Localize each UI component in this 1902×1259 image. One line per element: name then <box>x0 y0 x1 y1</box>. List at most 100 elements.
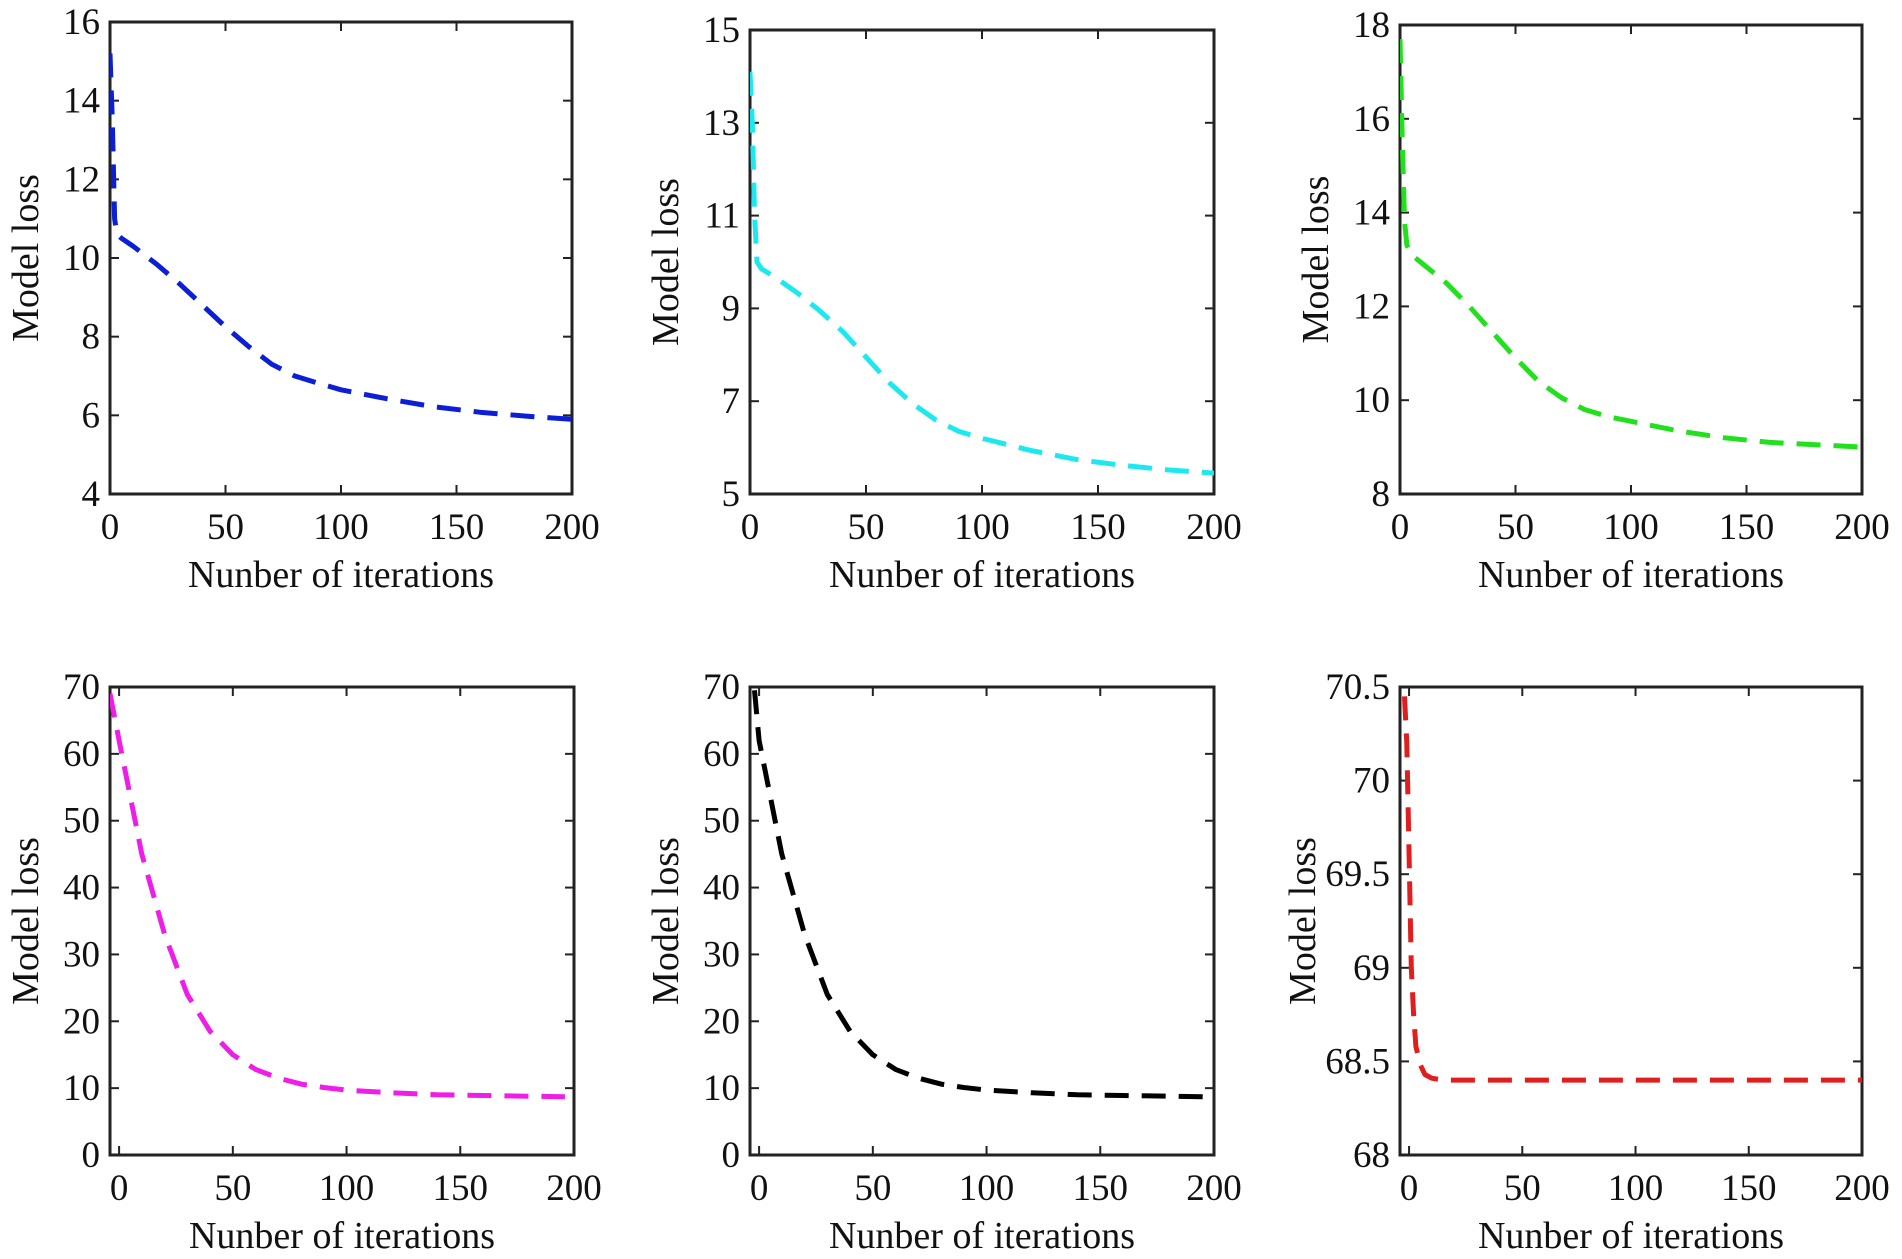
chart-top-middle: 0 50 100 150 200 5 7 9 11 13 15 Nunber of iteration… <box>645 10 1242 596</box>
y-tick-label: 16 <box>1353 99 1390 140</box>
x-tick-label: 150 <box>1721 1168 1777 1209</box>
y-tick-label: 8 <box>1372 474 1391 515</box>
x-tick-label: 50 <box>1504 1168 1541 1209</box>
y-tick-label: 50 <box>703 801 740 842</box>
y-tick-label: 0 <box>722 1135 741 1176</box>
y-tick-label: 9 <box>722 288 741 329</box>
chart-top-right: 0 50 100 150 200 8 10 12 14 16 18 Nunber of iterati… <box>1295 5 1890 596</box>
x-tick-label: 150 <box>1719 507 1775 548</box>
x-tick-label: 50 <box>207 507 244 548</box>
y-tick-label: 4 <box>82 474 101 515</box>
x-tick-label: 200 <box>1186 1168 1242 1209</box>
x-tick-label: 0 <box>741 507 760 548</box>
y-tick-label: 6 <box>82 395 101 436</box>
y-tick-label: 7 <box>722 381 741 422</box>
chart-bottom-right: 0 50 100 150 200 68 68.5 69 69.5 70 70.5 Nunber of … <box>1282 667 1890 1257</box>
x-axis-label: Nunber of iterations <box>829 1215 1135 1257</box>
y-axis-label: Model loss <box>5 174 47 342</box>
x-tick-label: 100 <box>1608 1168 1664 1209</box>
y-tick-label: 10 <box>63 1068 100 1109</box>
y-axis-label: Model loss <box>1295 176 1337 344</box>
axes-frame <box>108 20 574 496</box>
x-axis-label: Nunber of iterations <box>829 554 1135 596</box>
x-tick-label: 50 <box>854 1168 891 1209</box>
y-tick-label: 69.5 <box>1325 854 1390 895</box>
y-axis-label: Model loss <box>5 837 47 1005</box>
x-tick-label: 100 <box>1603 507 1659 548</box>
series-line-0 <box>110 53 572 422</box>
y-axis-label: Model loss <box>645 837 687 1005</box>
x-tick-label: 0 <box>750 1168 769 1209</box>
y-tick-label: 5 <box>722 474 741 515</box>
y-tick-label: 70 <box>1353 761 1390 802</box>
y-tick-label: 60 <box>703 734 740 775</box>
x-tick-label: 50 <box>848 507 885 548</box>
y-tick-label: 8 <box>82 317 101 358</box>
y-tick-label: 11 <box>704 196 740 237</box>
x-tick-label: 0 <box>110 1168 129 1209</box>
x-tick-label: 150 <box>433 1168 489 1209</box>
x-tick-label: 200 <box>1834 507 1890 548</box>
x-tick-label: 200 <box>1834 1168 1890 1209</box>
x-tick-label: 150 <box>1070 507 1126 548</box>
y-tick-label: 12 <box>63 159 100 200</box>
y-axis-label: Model loss <box>645 178 687 346</box>
y-axis-label: Model loss <box>1282 837 1324 1005</box>
x-tick-label: 100 <box>959 1168 1015 1209</box>
y-tick-label: 30 <box>703 934 740 975</box>
x-tick-label: 200 <box>544 507 600 548</box>
series-line-0 <box>1402 696 1862 1083</box>
series-line-0 <box>110 693 565 1100</box>
y-tick-label: 0 <box>82 1135 101 1176</box>
series-line-0 <box>1400 39 1862 450</box>
x-tick-label: 0 <box>1400 1168 1419 1209</box>
y-tick-label: 18 <box>1353 5 1390 46</box>
x-axis-label: Nunber of iterations <box>1478 554 1784 596</box>
y-tick-label: 13 <box>703 103 740 144</box>
y-tick-label: 15 <box>703 10 740 51</box>
y-tick-label: 16 <box>63 2 100 43</box>
series-line-0 <box>750 71 1214 476</box>
chart-top-left: 0 50 100 150 200 4 6 8 10 12 14 16 Nunber of iterati… <box>5 2 600 596</box>
x-tick-label: 150 <box>429 507 485 548</box>
x-tick-label: 0 <box>1391 507 1410 548</box>
y-tick-label: 40 <box>703 868 740 909</box>
axes-frame <box>748 28 1216 496</box>
y-tick-label: 20 <box>703 1001 740 1042</box>
x-tick-label: 100 <box>319 1168 375 1209</box>
y-tick-label: 50 <box>63 801 100 842</box>
y-tick-label: 14 <box>1353 193 1390 234</box>
axes-frame <box>108 685 576 1157</box>
y-tick-label: 14 <box>63 81 100 122</box>
x-axis-label: Nunber of iterations <box>1478 1215 1784 1257</box>
x-tick-label: 100 <box>954 507 1010 548</box>
x-tick-label: 100 <box>313 507 369 548</box>
x-tick-label: 200 <box>1186 507 1242 548</box>
y-tick-label: 70 <box>703 667 740 708</box>
x-axis-label: Nunber of iterations <box>189 1215 495 1257</box>
x-tick-label: 200 <box>546 1168 602 1209</box>
y-tick-label: 68.5 <box>1325 1041 1390 1082</box>
series-line-0 <box>752 690 1205 1100</box>
y-tick-label: 70.5 <box>1325 667 1390 708</box>
x-tick-label: 50 <box>1497 507 1534 548</box>
x-tick-label: 150 <box>1073 1168 1129 1209</box>
axes-frame <box>1398 685 1864 1157</box>
y-tick-label: 40 <box>63 868 100 909</box>
x-axis-label: Nunber of iterations <box>188 554 494 596</box>
y-tick-label: 60 <box>63 734 100 775</box>
y-tick-label: 68 <box>1353 1135 1390 1176</box>
y-tick-label: 30 <box>63 934 100 975</box>
y-tick-label: 10 <box>63 238 100 279</box>
axes-frame <box>748 685 1216 1157</box>
chart-bottom-left: 0 50 100 150 200 0 10 20 30 40 50 60 70 Nunber of ite… <box>5 667 602 1257</box>
y-tick-label: 69 <box>1353 948 1390 989</box>
chart-bottom-middle: 0 50 100 150 200 0 10 20 30 40 50 60 70 Nunber of ite… <box>645 667 1242 1257</box>
y-tick-label: 12 <box>1353 286 1390 327</box>
y-tick-label: 70 <box>63 667 100 708</box>
x-tick-label: 0 <box>101 507 120 548</box>
y-tick-label: 20 <box>63 1001 100 1042</box>
x-tick-label: 50 <box>214 1168 251 1209</box>
y-tick-label: 10 <box>703 1068 740 1109</box>
